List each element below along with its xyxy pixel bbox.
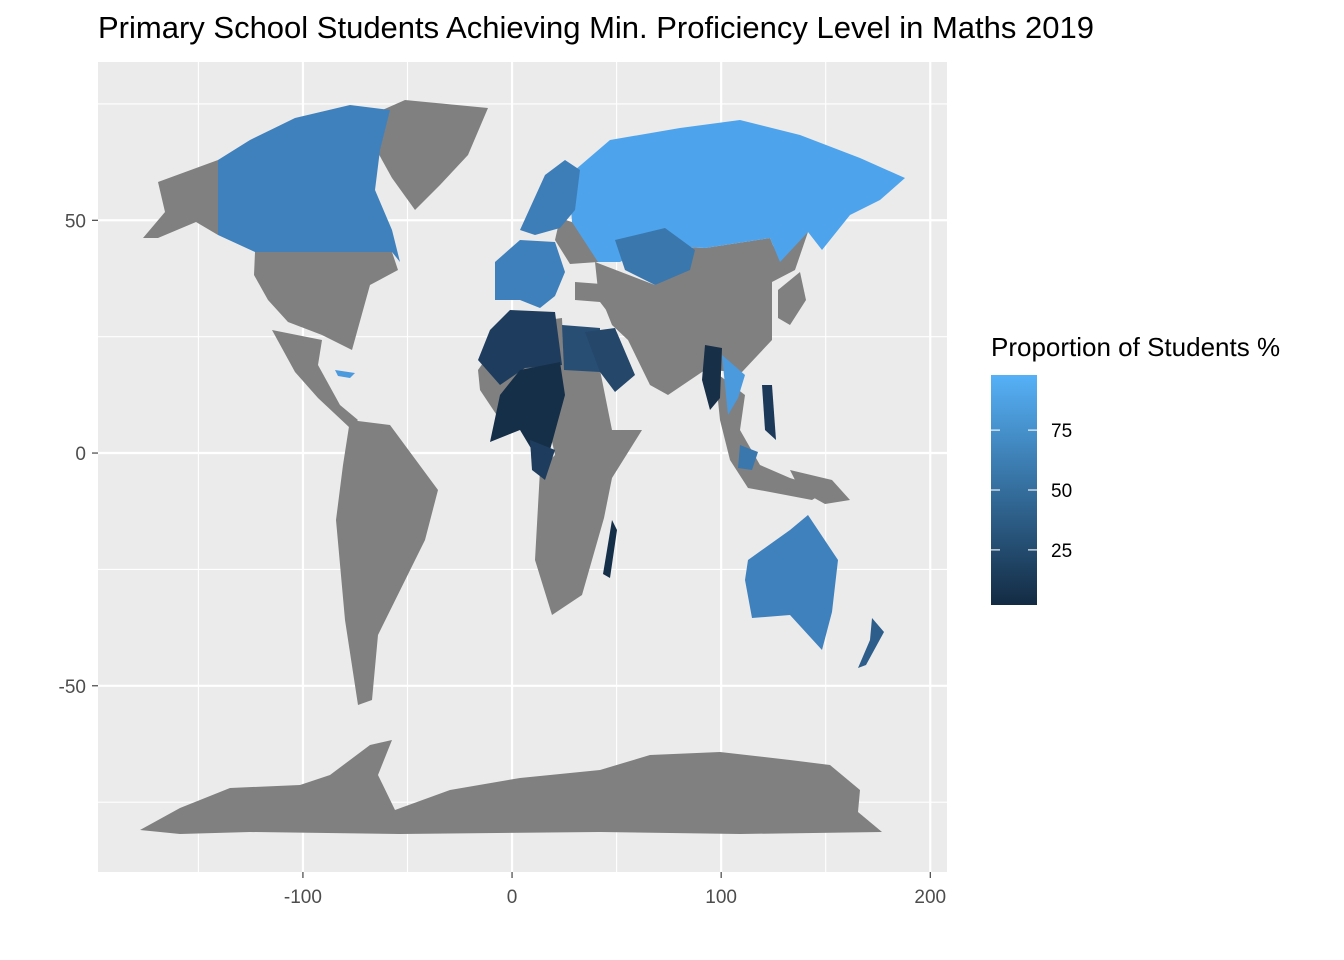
x-tick-label: 0 [507, 887, 518, 908]
country-arabia [585, 328, 635, 392]
country-western-europe [495, 240, 565, 308]
land-usa [254, 252, 398, 350]
country-kazakhstan [615, 228, 695, 285]
legend-break-label: 75 [1051, 421, 1072, 442]
country-malaysia [738, 445, 758, 470]
x-tick-label: 200 [914, 887, 946, 908]
land-indonesia-png [790, 470, 850, 504]
country-sahel [490, 362, 565, 455]
land-no-data [140, 100, 882, 834]
country-cuba [335, 370, 355, 378]
land-with-data [218, 105, 905, 668]
country-canada [218, 105, 400, 262]
y-axis-ticks: -50 0 50 [59, 211, 98, 698]
x-tick-label: 100 [705, 887, 737, 908]
land-japan [778, 272, 806, 325]
legend-title: Proportion of Students % [991, 332, 1281, 362]
land-turkey-iran [575, 282, 655, 335]
y-tick-label: 0 [75, 444, 86, 465]
land-greenland [360, 100, 488, 210]
land-antarctica [140, 740, 882, 834]
country-central-africa [530, 440, 555, 480]
legend-break-label: 25 [1051, 541, 1072, 562]
plot-title: Primary School Students Achieving Min. P… [98, 10, 1094, 45]
country-australia [745, 515, 838, 650]
country-russia [570, 120, 905, 262]
land-south-america [336, 420, 438, 705]
country-philippines [762, 385, 776, 440]
land-mexico-central-america [272, 330, 358, 428]
x-axis-ticks: -100 0 100 200 [284, 872, 946, 908]
legend-ticks: 25 50 75 [991, 421, 1072, 562]
legend-break-label: 50 [1051, 481, 1072, 502]
country-scandinavia [520, 160, 580, 235]
y-tick-label: 50 [65, 211, 86, 232]
country-myanmar [702, 345, 722, 410]
land-china-central-asia [595, 232, 808, 395]
country-new-zealand [858, 618, 884, 668]
country-madagascar [603, 520, 617, 578]
country-vietnam [722, 355, 745, 415]
x-tick-label: -100 [284, 887, 322, 908]
land-alaska [143, 160, 218, 238]
y-tick-label: -50 [59, 677, 86, 698]
